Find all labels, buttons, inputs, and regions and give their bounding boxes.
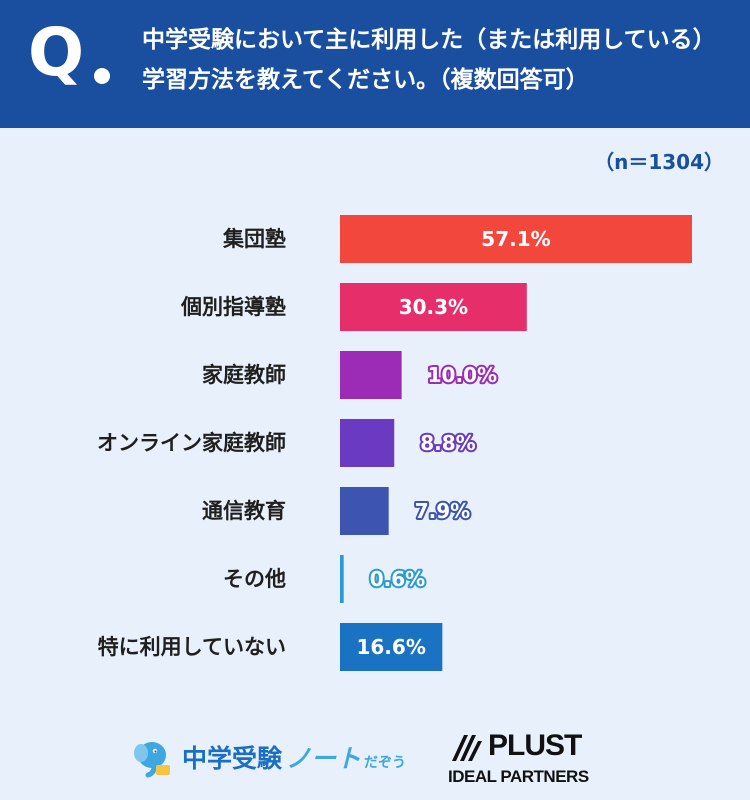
brand-right-sub: IDEAL PARTNERS bbox=[448, 767, 589, 786]
bar bbox=[340, 555, 344, 603]
category-label: 特に利用していない bbox=[98, 635, 286, 659]
sample-size: （n＝1304） bbox=[594, 150, 724, 174]
bar bbox=[340, 487, 389, 535]
category-label: 家庭教師 bbox=[202, 363, 286, 387]
category-label: オンライン家庭教師 bbox=[97, 431, 286, 455]
value-label: 8.8% bbox=[420, 431, 475, 455]
brand-left-accent: ノート bbox=[286, 744, 362, 773]
elephant-icon bbox=[134, 742, 170, 778]
bar bbox=[340, 419, 395, 467]
value-label: 57.1% bbox=[481, 227, 550, 251]
question-text: 中学受験において主に利用した（または利用している）学習方法を教えてください。（複… bbox=[142, 27, 716, 93]
brand-juken-note: 中学受験 ノート だぞう bbox=[130, 735, 406, 779]
category-label: 個別指導塾 bbox=[180, 295, 286, 319]
header-banner: Q 中学受験において主に利用した（または利用している）学習方法を教えてください。… bbox=[0, 0, 750, 128]
q-mark: Q bbox=[28, 14, 85, 91]
brand-left-small: だぞう bbox=[364, 755, 407, 771]
bar-chart: 集団塾 57.1% 個別指導塾 30.3% 家庭教師 10.0% オンライン家庭教師 8.8%… bbox=[97, 215, 692, 671]
bar bbox=[340, 215, 692, 263]
value-label: 7.9% bbox=[415, 499, 470, 523]
bar bbox=[340, 351, 402, 399]
plust-logo-icon bbox=[452, 735, 482, 761]
category-label: 集団塾 bbox=[222, 227, 286, 251]
footer: 中学受験 ノート だぞう PLUST IDEAL PARTNERS bbox=[0, 715, 750, 800]
brand-left-main: 中学受験 bbox=[182, 744, 283, 773]
category-label: その他 bbox=[223, 567, 286, 591]
bar bbox=[340, 283, 527, 331]
value-label: 0.6% bbox=[370, 567, 425, 591]
bar bbox=[340, 623, 443, 671]
brand-right-name: PLUST bbox=[488, 729, 582, 762]
brand-plust: PLUST IDEAL PARTNERS bbox=[448, 725, 608, 795]
value-label: 10.0% bbox=[428, 363, 497, 387]
value-label: 30.3% bbox=[399, 295, 468, 319]
category-label: 通信教育 bbox=[202, 499, 286, 523]
value-label: 16.6% bbox=[356, 635, 425, 659]
q-dot-icon bbox=[94, 68, 110, 84]
